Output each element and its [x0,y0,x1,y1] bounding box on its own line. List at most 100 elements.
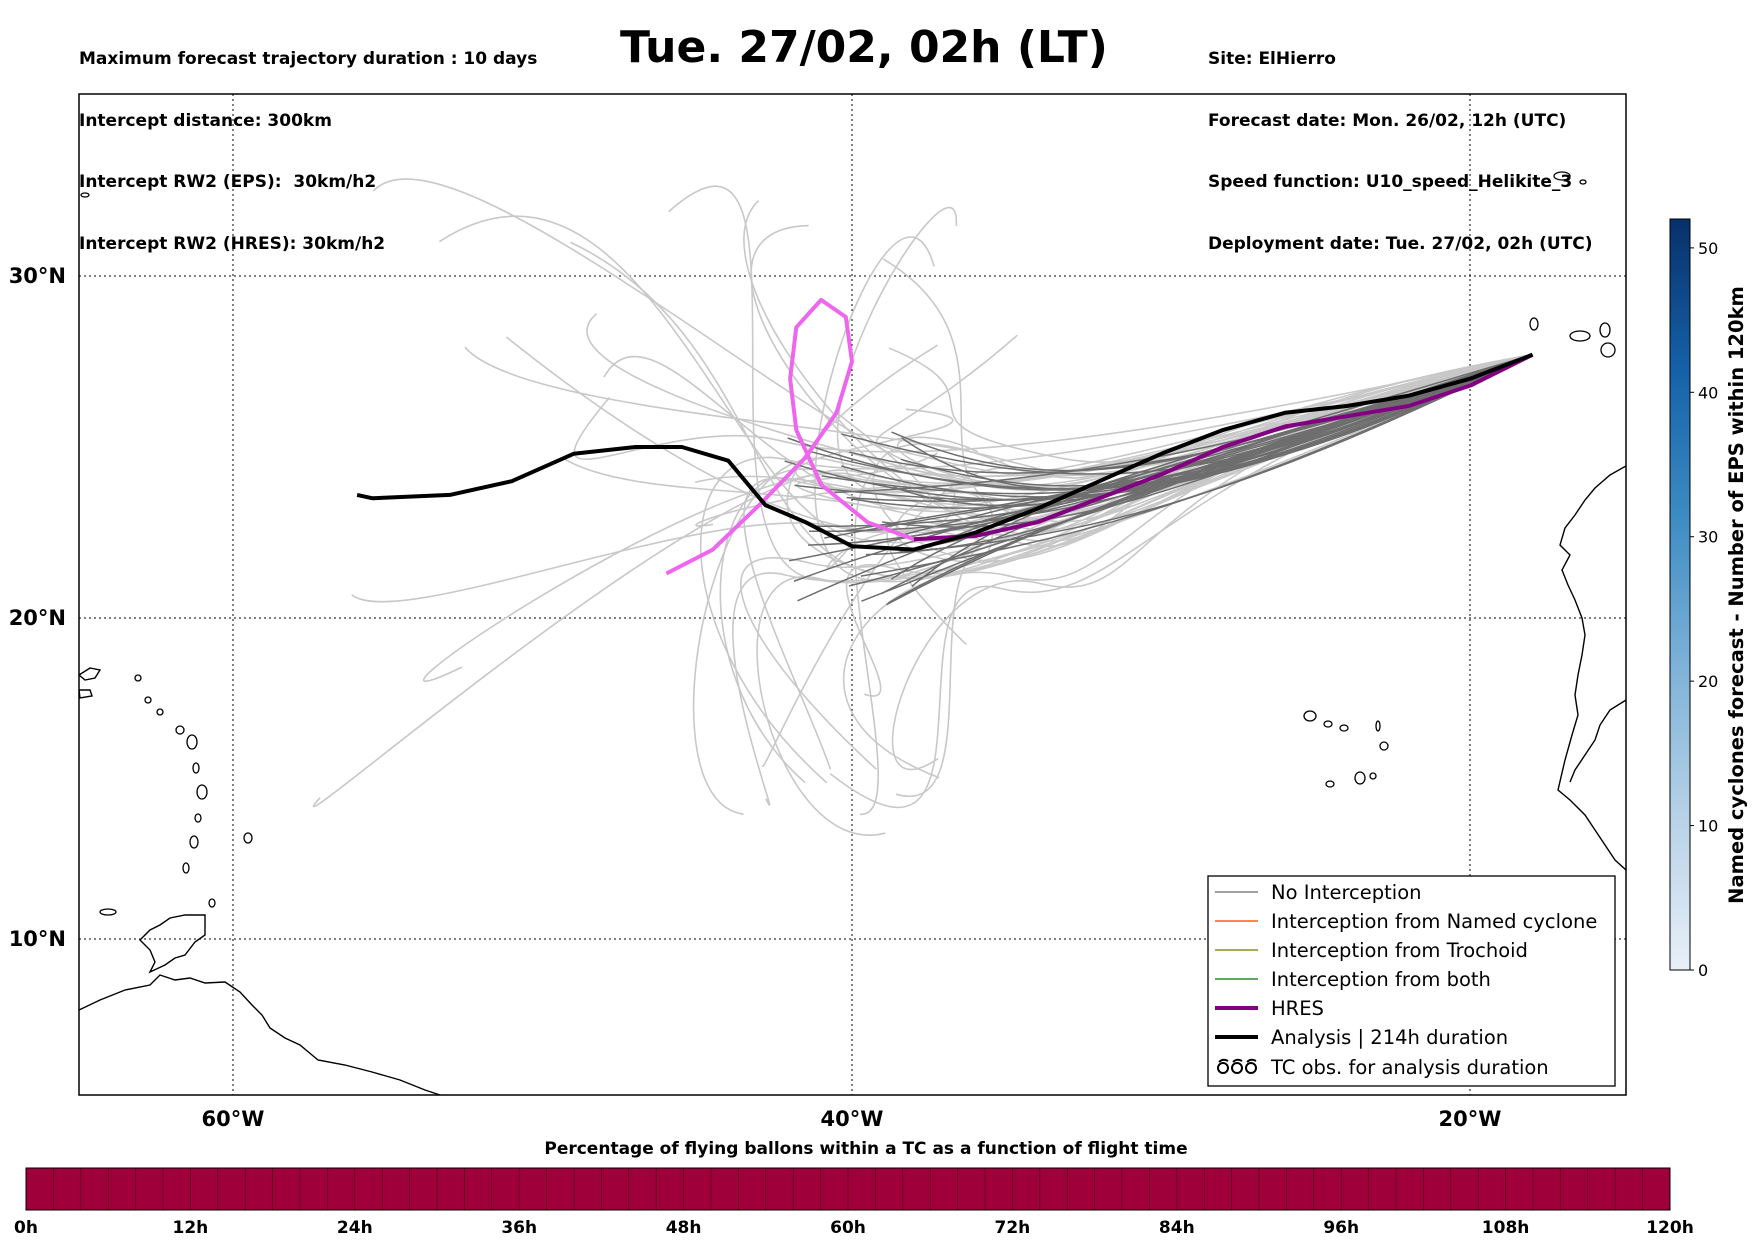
coastline-venezuela [139,914,206,974]
island-caribbean [189,835,199,849]
lat-label: 10°N [9,927,66,951]
flight-time-bar-fill [25,1167,1671,1211]
eps-trajectory [422,353,1533,682]
eps-trajectory [668,185,1533,584]
header-right-info: Site: ElHierro Forecast date: Mon. 26/02… [1208,8,1593,275]
colorbar-title: Named cyclones forecast - Number of EPS … [1725,286,1748,904]
island-azores [1553,171,1571,181]
legend: No Interception Interception from Named … [1207,875,1616,1087]
eps-colorbar: 0 10 20 30 40 50 Named cyclones forecast - Nu… [1669,218,1748,980]
flight-time-bar-labels: 0h 12h 24h 36h 48h 60h 72h 84h 96h 108h 120h [14,1218,1694,1238]
eps-trajectory [756,353,1533,836]
eps-trajectory [829,353,1533,809]
colorbar-gradient [1669,218,1691,971]
flight-time-tick-label: 60h [830,1218,866,1238]
lon-label: 20°W [1439,1107,1502,1131]
eps-trajectory [853,353,1533,816]
island-caribbean [144,696,152,704]
island-caribbean [175,725,185,735]
legend-box [1207,875,1616,1087]
flight-time-tick-label: 96h [1323,1218,1359,1238]
page-title: Tue. 27/02, 02h (LT) [620,22,1108,73]
coastline-west-africa-inner [1569,699,1626,783]
legend-label: Interception from Trochoid [1271,939,1528,962]
island-cape-verde [1339,724,1349,732]
coastline-hispaniola [79,689,93,699]
colorbar-tick-label: 0 [1698,961,1708,980]
header-left-line: Intercept RW2 (EPS): 30km/h2 [79,172,377,192]
eps-trajectory [732,353,1533,806]
flight-time-tick-label: 36h [501,1218,537,1238]
eps-trajectory [843,353,1533,779]
eps-trajectory [372,178,1533,487]
island-canary [1569,330,1591,342]
lon-label: 40°W [821,1107,884,1131]
island-caribbean [192,762,200,774]
analysis-trajectory [356,352,1534,552]
eps-trajectory [743,353,1533,770]
flight-time-tick-label: 84h [1159,1218,1195,1238]
tc-obs-symbol-icon [1217,1058,1257,1074]
colorbar-tick-label: 20 [1698,672,1718,691]
eps-trajectory [719,353,1533,784]
legend-label: No Interception [1271,881,1422,904]
island-cape-verde [1369,772,1377,780]
island-caribbean [186,734,198,750]
flight-time-tick-label: 12h [173,1218,209,1238]
eps-trajectory [895,353,1533,798]
header-left-line: Intercept distance: 300km [79,110,332,131]
island-canary [1599,322,1611,338]
island-cape-verde [1354,771,1366,785]
header-left-line: Maximum forecast trajectory duration : 1… [79,49,538,69]
island-cape-verde [1325,780,1335,788]
header-right-line: Site: ElHierro [1208,49,1336,69]
eps-trajectory [761,353,1533,767]
flight-time-tick-label: 72h [995,1218,1031,1238]
flight-time-tick-label: 48h [666,1218,702,1238]
flight-time-tick-label: 108h [1482,1218,1530,1238]
header-right-line: Speed function: U10_speed_Helikite_3 [1208,172,1573,192]
island-caribbean [156,708,164,716]
header-left-info: Maximum forecast trajectory duration : 1… [79,8,537,275]
island-bermuda [80,192,90,198]
island-caribbean [208,898,216,908]
header-right-line: Forecast date: Mon. 26/02, 12h (UTC) [1208,110,1567,131]
island-caribbean [194,813,202,823]
island-madeira [1529,317,1539,331]
map-frame [78,93,1627,1096]
island-cape-verde [1375,720,1381,732]
eps-trajectory [740,353,1533,770]
eps-trajectory [692,353,1533,815]
island-caribbean [182,862,190,874]
lon-label: 60°W [202,1107,265,1131]
colorbar-tick-label: 30 [1698,528,1718,547]
island-azores [1579,179,1587,185]
gridlines [79,94,1626,1095]
flight-time-bar-title: Percentage of flying ballons within a TC… [544,1139,1187,1159]
lat-label: 30°N [9,264,66,288]
island-caribbean [134,674,142,682]
islands [80,171,1616,916]
legend-label: HRES [1271,997,1324,1020]
no-interception-trajectory [849,353,1533,474]
no-interception-trajectory [794,353,1533,501]
flight-time-bar: Percentage of flying ballons within a TC… [14,1139,1694,1238]
legend-label: Interception from Named cyclone [1271,910,1597,933]
no-interception-trajectory [860,353,1533,577]
colorbar-tick-label: 40 [1698,383,1718,402]
flight-time-tick-label: 0h [14,1218,38,1238]
eps-trajectory [700,353,1533,784]
island-caribbean [196,784,208,800]
legend-label: TC obs. for analysis duration [1270,1056,1549,1079]
island-caribbean [243,832,253,844]
colorbar-tick-label: 10 [1698,817,1718,836]
no-interception-trajectory [797,353,1533,602]
coastline-west-africa [1557,465,1626,871]
coastline-cuba [79,667,102,681]
header-right-line: Deployment date: Tue. 27/02, 02h (UTC) [1208,233,1593,254]
island-cape-verde [1379,741,1389,751]
flight-time-bar-minor-ticks [53,1168,1643,1210]
island-caribbean [99,908,117,916]
colorbar-ticks: 0 10 20 30 40 50 [1690,239,1718,980]
